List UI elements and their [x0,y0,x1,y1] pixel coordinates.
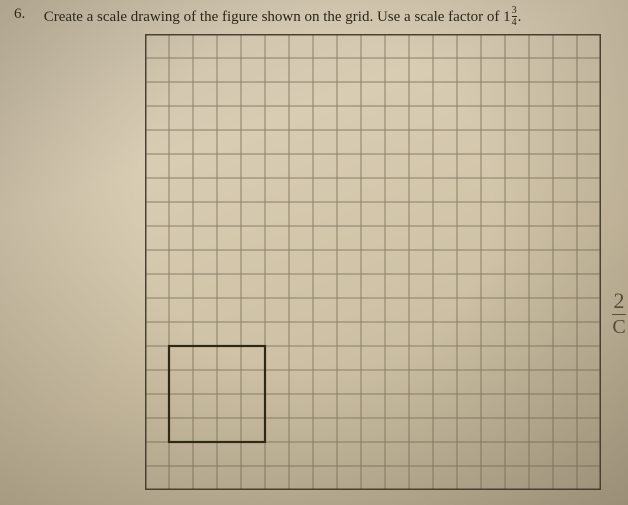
question-text-before: Create a scale drawing of the figure sho… [44,9,503,25]
margin-annotation-line [612,314,626,315]
question-text-after: . [518,9,522,25]
question-text: Create a scale drawing of the figure sho… [44,9,522,25]
grid-svg [145,34,601,490]
scale-whole: 1 [503,9,511,25]
margin-annotation-top: 2 [612,290,626,312]
margin-annotation-bottom: C [612,317,626,337]
grid-container [145,34,601,490]
worksheet-content: 6. Create a scale drawing of the figure … [0,0,628,505]
scale-numerator: 3 [512,6,517,15]
scale-fraction: 34 [512,6,517,27]
question-line: 6. Create a scale drawing of the figure … [14,6,618,27]
scale-denominator: 4 [512,18,517,27]
margin-annotation: 2 C [612,290,626,337]
question-number: 6. [14,6,40,23]
